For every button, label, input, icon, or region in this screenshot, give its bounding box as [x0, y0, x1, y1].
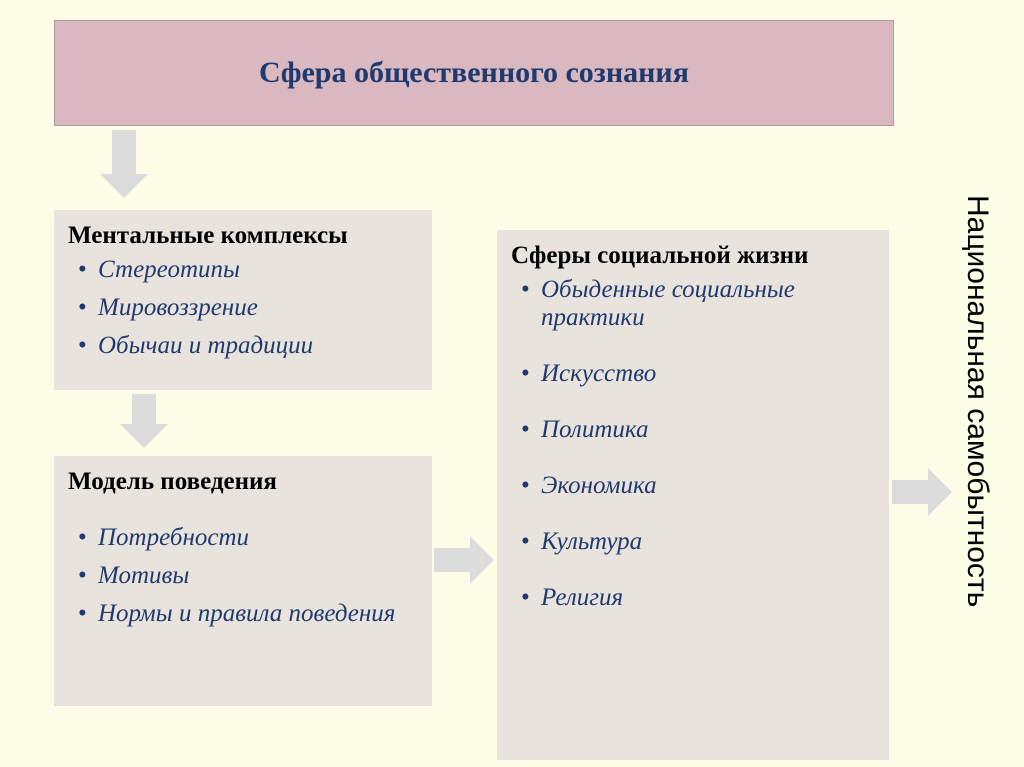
- list-item: Мотивы: [72, 562, 418, 590]
- box-social-spheres: Сферы социальной жизни Обыденные социаль…: [497, 230, 889, 760]
- box-behavior-title: Модель поведения: [68, 468, 418, 496]
- list-item: Нормы и правила поведения: [72, 600, 418, 628]
- arrow-right-icon: [434, 548, 494, 584]
- arrow-down-icon: [120, 394, 168, 448]
- list-item: Обычаи и традиции: [72, 332, 418, 360]
- arrow-down-icon: [100, 130, 148, 198]
- box-mental-title: Ментальные комплексы: [68, 222, 418, 250]
- header-box: Сфера общественного сознания: [54, 20, 894, 126]
- box-behavior-model: Модель поведения Потребности Мотивы Нормы …: [54, 456, 432, 706]
- list-item: Обыденные социальные практики: [515, 276, 875, 332]
- list-item: Стереотипы: [72, 256, 418, 284]
- box-behavior-list: Потребности Мотивы Нормы и правила поведен…: [68, 524, 418, 628]
- box-mental-complexes: Ментальные комплексы Стереотипы Мировоззр…: [54, 210, 432, 390]
- box-mental-list: Стереотипы Мировоззрение Обычаи и традиции: [68, 256, 418, 360]
- list-item: Политика: [515, 416, 875, 444]
- list-item: Экономика: [515, 472, 875, 500]
- box-social-title: Сферы социальной жизни: [511, 242, 875, 270]
- list-item: Культура: [515, 528, 875, 556]
- list-item: Мировоззрение: [72, 294, 418, 322]
- list-item: Искусство: [515, 360, 875, 388]
- list-item: Религия: [515, 584, 875, 612]
- arrow-right-icon: [892, 480, 952, 516]
- box-social-list: Обыденные социальные практики Искусство По…: [511, 276, 875, 612]
- vertical-label-national-identity: Национальная самобытность: [960, 195, 994, 755]
- list-item: Потребности: [72, 524, 418, 552]
- header-title: Сфера общественного сознания: [259, 56, 689, 90]
